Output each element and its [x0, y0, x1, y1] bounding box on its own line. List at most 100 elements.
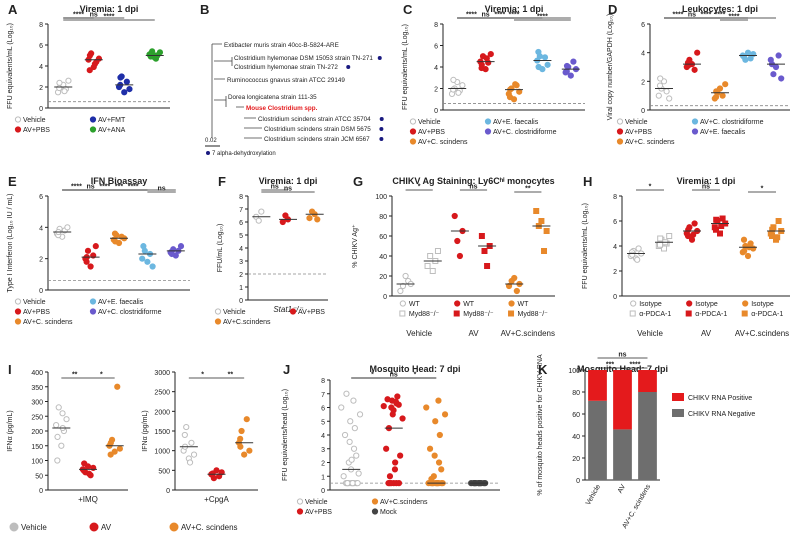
data-point	[351, 425, 358, 432]
data-point	[389, 411, 396, 418]
legend-marker	[289, 308, 297, 315]
category-label: Vehicle	[585, 483, 602, 506]
panel-letter: I	[8, 362, 12, 377]
y-tick-label: 0	[576, 478, 580, 485]
data-point	[144, 258, 151, 265]
data-point	[147, 50, 155, 57]
legend-marker	[14, 308, 22, 315]
data-point	[694, 49, 701, 56]
legend-marker	[371, 508, 379, 515]
y-axis-label: FFU equivalents/mL (Log₁₀)	[582, 203, 589, 289]
data-point	[258, 208, 265, 215]
data-point	[429, 268, 436, 274]
panel-letter: C	[403, 2, 413, 17]
panel-title: Viremia: 1 dpi	[485, 4, 544, 14]
data-point	[459, 82, 466, 89]
y-tick-label: 60	[572, 412, 580, 419]
data-point	[744, 49, 752, 56]
panel-title: Mosquito Head: 7 dpi	[370, 364, 461, 374]
data-point	[719, 92, 726, 99]
y-tick-label: 2	[321, 461, 325, 468]
data-point	[356, 411, 364, 418]
y-tick-label: 250	[31, 414, 43, 421]
legend-marker	[453, 310, 460, 317]
data-point	[690, 231, 697, 238]
data-point	[394, 393, 401, 400]
y-tick-label: 2	[39, 85, 43, 92]
data-point	[126, 86, 133, 93]
y-tick-label: 5	[321, 419, 325, 426]
data-point	[506, 94, 514, 101]
legend-label: Vehicle	[305, 499, 328, 506]
data-point	[186, 459, 194, 466]
legend-label: AV+C. scindens	[625, 139, 675, 146]
data-point	[691, 220, 698, 227]
data-point	[505, 282, 513, 290]
panel-letter: K	[538, 362, 548, 377]
data-point	[117, 74, 124, 81]
legend-marker	[616, 138, 624, 145]
data-point	[657, 241, 663, 248]
y-tick-label: 100	[568, 368, 580, 375]
taxon-label: Clostridium scindens strain DSM 5675	[264, 126, 371, 133]
significance-label: ns	[482, 12, 490, 19]
data-point	[436, 431, 443, 439]
legend-label: AV+PBS	[298, 309, 325, 316]
category-label: AV	[617, 483, 628, 494]
data-point	[64, 224, 71, 231]
scale-label: 0.02	[205, 138, 217, 144]
data-point	[423, 404, 430, 411]
data-point	[513, 287, 520, 295]
data-point	[657, 235, 664, 242]
y-axis-label: FFU/mL (Log₁₀)	[217, 224, 224, 273]
legend-marker	[169, 522, 179, 532]
data-point	[56, 79, 63, 86]
legend-marker	[296, 508, 304, 515]
alpha-dehydroxylation-dot	[377, 56, 382, 60]
data-point	[478, 233, 485, 239]
data-point	[487, 51, 494, 58]
legend-label: CHIKV RNA Positive	[688, 395, 752, 402]
legend-marker	[14, 318, 22, 325]
data-point	[213, 467, 220, 474]
data-point	[456, 252, 464, 260]
panel-letter: E	[8, 174, 17, 189]
legend-label: CHIKV RNA Negative	[688, 411, 755, 418]
significance-label: *	[414, 372, 417, 379]
significance-label: ****	[729, 14, 740, 21]
y-tick-label: 300	[31, 400, 43, 407]
data-point	[426, 445, 434, 452]
y-tick-label: 8	[39, 22, 43, 29]
data-point	[740, 236, 748, 243]
panel-title: Viremia: 1 dpi	[259, 176, 318, 186]
data-point	[121, 89, 128, 96]
significance-label: ****	[99, 184, 110, 191]
data-point	[399, 282, 407, 290]
y-tick-label: 8	[239, 194, 243, 201]
significance-label: ns	[284, 186, 292, 193]
y-tick-label: 2	[434, 87, 438, 94]
data-point	[775, 218, 782, 224]
legend-marker	[296, 498, 304, 505]
data-point	[347, 418, 354, 425]
data-point	[344, 480, 351, 487]
data-point	[629, 251, 636, 258]
y-axis-label: IFNα (pg/mL)	[142, 410, 149, 451]
taxon-label: Clostridium hylemonae strain TN-272	[234, 64, 338, 71]
data-point	[450, 86, 457, 93]
legend-marker	[742, 300, 749, 307]
legend-marker	[409, 138, 417, 145]
panel-B-tree: B Extibacter muris strain 40cc-B-5824-ARE…	[200, 2, 384, 157]
data-point	[388, 404, 395, 411]
y-tick-label: 7	[321, 392, 325, 399]
legend-marker	[686, 300, 693, 307]
x-axis-label: +IMQ	[78, 495, 98, 504]
panel-C: C Viremia: 1 dpi 0 2 4 6 8 FFU equivalents/mL (…	[402, 2, 585, 146]
y-tick-label: 200	[31, 429, 43, 436]
y-tick-label: 40	[572, 434, 580, 441]
bar-segment	[613, 370, 632, 430]
data-point	[237, 435, 244, 442]
significance-label: ns	[688, 12, 696, 19]
data-point	[397, 452, 404, 459]
